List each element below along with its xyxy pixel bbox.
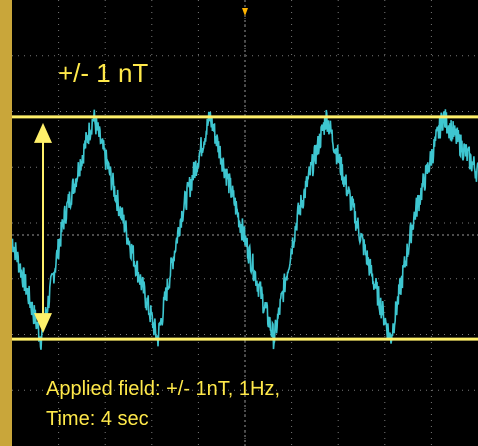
plot-svg (12, 0, 478, 446)
caption-line-1: Applied field: +/- 1nT, 1Hz, (46, 378, 281, 400)
oscilloscope-screen: +/- 1 nT Applied field: +/- 1nT, 1Hz, Ti… (12, 0, 478, 446)
caption-line-2: Time: 4 sec (46, 408, 149, 430)
amplitude-arrowhead-down (34, 313, 52, 334)
trigger-marker-icon (242, 8, 248, 16)
amplitude-arrowhead-up (34, 122, 52, 143)
chart-title: +/- 1 nT (58, 58, 149, 88)
signal-trace (12, 109, 478, 350)
